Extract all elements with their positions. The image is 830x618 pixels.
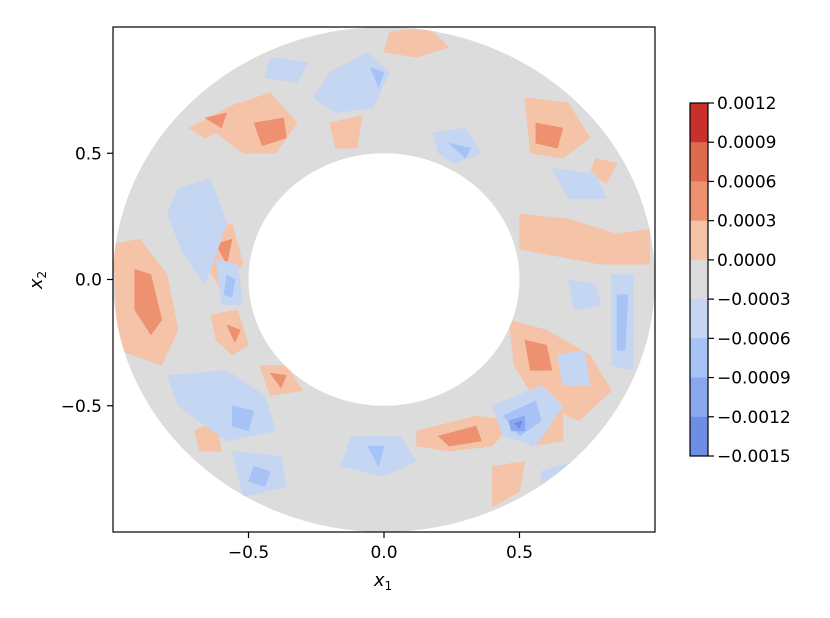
contour-region-positive <box>519 213 650 265</box>
colorbar-tick-label: −0.0015 <box>717 447 791 467</box>
colorbar-tick-label: −0.0012 <box>717 408 791 428</box>
contour-region-positive <box>535 122 564 149</box>
contour-region-negative <box>370 67 385 88</box>
contour-region-negative <box>557 349 591 386</box>
x-axis: −0.5 0.0 0.5 <box>228 532 533 563</box>
contour-region-negative <box>248 466 271 487</box>
contour-region-negative <box>448 142 471 159</box>
contour-region-negative <box>367 445 385 467</box>
contour-region-positive <box>269 372 287 389</box>
colorbar-tick-label: 0.0012 <box>717 94 776 114</box>
colorbar-band <box>690 259 708 300</box>
colorbar-band <box>690 142 708 182</box>
contour-region-positive <box>204 112 228 129</box>
colorbar-band <box>690 377 708 418</box>
contour-region-positive <box>524 339 553 371</box>
y-axis-label: x2 <box>26 271 49 290</box>
colorbar-band <box>690 181 708 222</box>
contour-region-positive <box>437 425 482 447</box>
contour-region-positive <box>215 238 233 265</box>
y-tick-label: −0.5 <box>61 397 102 417</box>
colorbar-tick-label: 0.0006 <box>717 172 776 192</box>
colorbar-tick-label: 0.0003 <box>717 212 776 232</box>
contour-region-positive <box>226 324 241 343</box>
colorbar-band <box>690 299 708 339</box>
colorbar-band <box>690 416 708 457</box>
colorbar-tick-label: −0.0009 <box>717 369 791 389</box>
colorbar-band <box>690 338 708 379</box>
colorbar-tick-label: 0.0009 <box>717 133 776 153</box>
contour-region-negative <box>166 178 228 285</box>
contour-region-negative <box>513 420 523 429</box>
contour-region-negative <box>551 168 607 199</box>
contour-region-positive <box>210 309 249 356</box>
colorbar-tick-label: −0.0003 <box>717 290 791 310</box>
colorbar-band <box>690 220 708 261</box>
colorbar-frame <box>689 102 709 457</box>
y-tick-label: 0.5 <box>75 144 102 164</box>
contour-region-positive <box>253 117 287 146</box>
colorbar-tick-label: −0.0006 <box>717 329 791 349</box>
contour-region-negative <box>264 57 309 83</box>
contour-region-negative <box>616 294 629 351</box>
x-tick-label: 0.0 <box>370 543 397 563</box>
colorbar-tick-label: 0.0000 <box>717 251 776 271</box>
y-axis: 0.5 0.0 −0.5 <box>61 144 113 417</box>
contour-region-negative <box>568 279 602 311</box>
x-tick-label: −0.5 <box>228 543 269 563</box>
colorbar-band <box>690 103 708 143</box>
contour-region-negative <box>231 405 255 432</box>
x-tick-label: 0.5 <box>506 543 533 563</box>
contour-region-positive <box>492 461 526 508</box>
contour-region-positive <box>134 269 163 336</box>
colorbar: 0.0012 0.0009 0.0006 0.0003 0.0000 −0.0003 −0.… <box>689 94 791 467</box>
contour-region-positive <box>329 115 363 149</box>
x-axis-label: x1 <box>373 570 392 593</box>
y-tick-label: 0.0 <box>75 271 102 291</box>
contour-region-negative <box>223 274 236 298</box>
